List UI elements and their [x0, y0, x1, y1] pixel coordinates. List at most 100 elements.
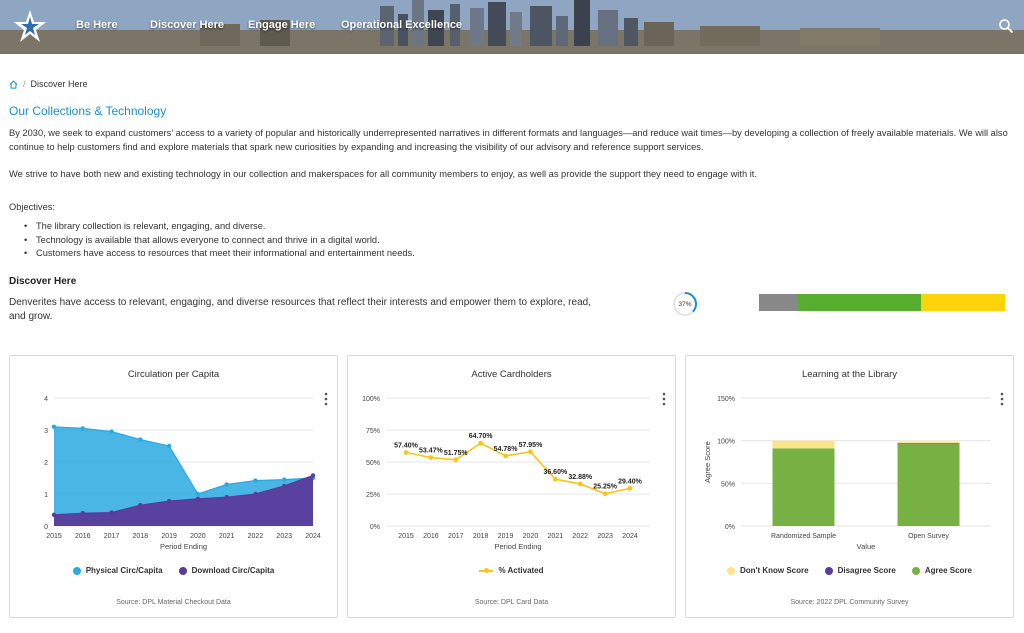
y-tick-label: 0	[44, 524, 48, 531]
page-title: Our Collections & Technology	[9, 104, 167, 118]
data-label: 29.40%	[618, 478, 643, 485]
progress-ring-label: 37%	[678, 300, 692, 308]
x-tick-label: 2018	[133, 533, 149, 540]
y-tick-label: 3	[44, 428, 48, 435]
nav-item-be-here[interactable]: Be Here	[76, 19, 118, 31]
data-point	[552, 476, 558, 482]
legend-dot-icon	[72, 566, 81, 575]
data-label: 53.47%	[419, 448, 444, 455]
data-label: 57.95%	[519, 442, 544, 449]
cardholders-chart: 0%25%50%75%100%57.40%53.47% 51.75%64.70%5…	[362, 396, 650, 551]
list-item: Technology is available that allows ever…	[24, 234, 415, 248]
data-point	[138, 503, 143, 508]
bar-segment	[897, 444, 960, 526]
legend-item-physical[interactable]: Physical Circ/Capita	[72, 566, 163, 575]
y-tick-label: 150%	[717, 396, 735, 403]
data-point	[310, 473, 316, 478]
status-bar	[759, 294, 1005, 311]
data-point	[577, 481, 583, 487]
x-axis-label: Value	[857, 542, 876, 551]
bar-segment	[897, 441, 960, 444]
area-series-download	[54, 475, 313, 526]
chart-source: Source: 2022 DPL Community Survey	[790, 599, 909, 606]
x-tick-label: Open Survey	[908, 533, 949, 540]
objectives-label: Objectives:	[9, 202, 55, 212]
data-label: 36.60%	[543, 469, 568, 476]
data-label: 64.70%	[469, 433, 494, 440]
data-point	[224, 495, 229, 500]
data-point	[627, 485, 633, 491]
breadcrumb-separator: /	[23, 79, 26, 89]
x-tick-label: 2019	[498, 533, 514, 540]
chart-title: Learning at the Library	[801, 369, 898, 380]
bar-segment	[772, 440, 835, 449]
x-tick-label: 2015	[398, 533, 414, 540]
y-tick-label: 0%	[725, 524, 735, 531]
home-icon[interactable]	[9, 79, 18, 89]
more-options-icon[interactable]	[323, 392, 329, 406]
nav-item-engage-here[interactable]: Engage Here	[248, 19, 316, 31]
legend-item-dont-know[interactable]: Don't Know Score	[727, 566, 809, 575]
y-tick-label: 1	[44, 492, 48, 499]
chart-title: Circulation per Capita	[127, 369, 220, 380]
x-tick-label: 2017	[104, 533, 120, 540]
site-logo-icon[interactable]	[12, 8, 48, 46]
x-tick-label: 2024	[622, 533, 638, 540]
search-icon[interactable]	[998, 18, 1014, 34]
x-tick-label: 2020	[190, 533, 206, 540]
skyline-banner-image	[0, 0, 1024, 54]
y-tick-label: 50%	[721, 481, 735, 488]
legend-label: % Activated	[498, 566, 544, 575]
y-axis-label: Agree Score	[703, 441, 712, 483]
data-point	[282, 483, 287, 489]
x-tick-label: 2016	[423, 533, 439, 540]
data-point	[453, 457, 459, 463]
list-item: The library collection is relevant, enga…	[24, 220, 415, 234]
data-point	[51, 512, 57, 517]
intro-paragraph: By 2030, we seek to expand customers’ ac…	[9, 128, 1008, 152]
learning-chart: 0% 50% 100% 150% Randomized Sample Open Surve…	[703, 396, 991, 551]
x-tick-label: 2022	[572, 533, 588, 540]
data-point	[253, 478, 258, 483]
y-tick-label: 75%	[366, 428, 380, 435]
data-point	[403, 450, 409, 455]
x-tick-label: 2016	[75, 533, 91, 540]
chart-legend: % Activated	[348, 566, 675, 575]
nav-item-operational-excellence[interactable]: Operational Excellence	[341, 19, 463, 31]
y-tick-label: 50%	[366, 460, 380, 467]
legend-label: Agree Score	[924, 566, 972, 575]
legend-item-agree[interactable]: Agree Score	[911, 566, 972, 575]
data-point	[224, 482, 229, 487]
main-nav: Be Here Discover Here Engage Here Operat…	[0, 0, 1024, 54]
list-item: Customers have access to resources that …	[24, 247, 415, 261]
data-point	[138, 437, 143, 442]
section-title: Discover Here	[9, 276, 77, 287]
data-point	[109, 429, 114, 434]
more-options-icon[interactable]	[661, 392, 667, 406]
chart-legend: Don't Know Score Disagree Score Agree Sc…	[686, 566, 1013, 575]
x-tick-label: 2022	[248, 533, 264, 540]
legend-item-disagree[interactable]: Disagree Score	[824, 566, 896, 575]
data-label: 32.88%	[568, 474, 593, 481]
nav-item-discover-here[interactable]: Discover Here	[150, 19, 224, 31]
more-options-icon[interactable]	[999, 392, 1005, 406]
data-label: 51.75%	[444, 450, 469, 457]
chart-source: Source: DPL Material Checkout Data	[116, 599, 231, 606]
legend-item-download[interactable]: Download Circ/Capita	[178, 566, 274, 575]
data-point	[253, 491, 258, 497]
chart-source: Source: DPL Card Data	[474, 599, 549, 606]
x-tick-label: Randomized Sample	[771, 533, 836, 540]
x-tick-label: 2021	[548, 533, 564, 540]
data-point	[195, 491, 201, 497]
breadcrumb-current: Discover Here	[30, 79, 88, 89]
data-point	[503, 453, 508, 459]
legend-dot-icon	[727, 566, 735, 575]
breadcrumb: / Discover Here	[9, 79, 88, 89]
legend-label: Don't Know Score	[740, 566, 809, 575]
chart-card-learning: Learning at the Library 0% 50% 100% 150% Ran…	[685, 355, 1014, 618]
x-tick-label: 2015	[46, 533, 62, 540]
x-axis-label: Period Ending	[160, 542, 207, 551]
legend-item-activated[interactable]: % Activated	[479, 566, 544, 575]
y-tick-label: 0%	[370, 524, 380, 531]
y-tick-label: 4	[44, 396, 48, 403]
